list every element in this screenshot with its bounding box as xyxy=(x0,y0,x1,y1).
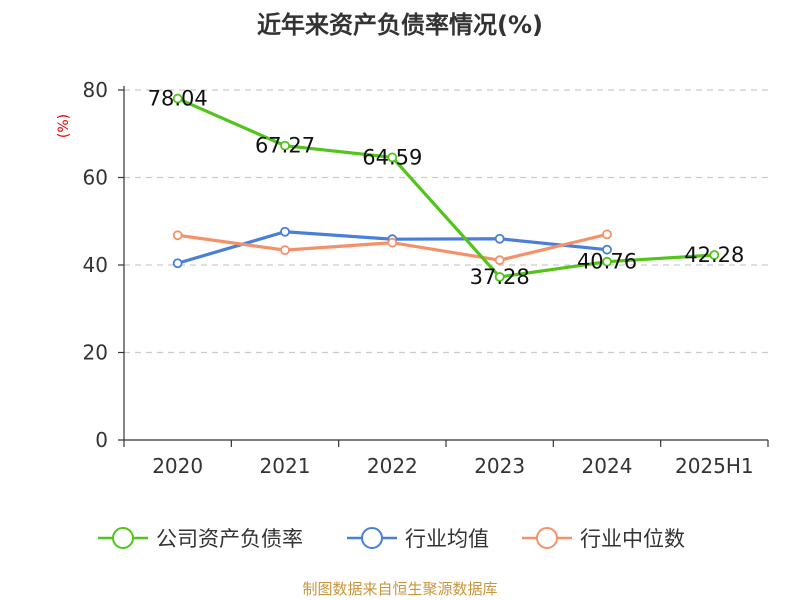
legend-label: 公司资产负债率 xyxy=(156,527,303,551)
legend-label: 行业均值 xyxy=(405,527,489,551)
data-point xyxy=(709,250,720,260)
data-point xyxy=(280,245,290,256)
y-axis-ticks: 0 20 40 60 80 xyxy=(83,78,124,452)
x-tick-label: 2024 xyxy=(582,454,633,478)
data-point xyxy=(602,256,612,267)
data-point xyxy=(280,140,290,151)
x-tick-label: 2025H1 xyxy=(675,454,754,478)
data-label: 67.27 xyxy=(255,134,315,158)
y-tick-label: 0 xyxy=(95,428,108,452)
y-tick-label: 80 xyxy=(83,78,108,102)
y-axis-label: (%) xyxy=(56,114,72,138)
legend-marker xyxy=(112,527,134,549)
data-point xyxy=(172,230,183,241)
data-point xyxy=(387,237,398,248)
x-tick-label: 2021 xyxy=(260,454,311,478)
data-point xyxy=(172,258,183,269)
x-tick-label: 2022 xyxy=(367,454,418,478)
data-labels: 78.04 67.27 64.59 37.28 40.76 42.28 xyxy=(148,87,745,289)
data-label: 64.59 xyxy=(362,145,422,169)
data-point xyxy=(494,233,505,244)
axes xyxy=(123,86,768,441)
series-line xyxy=(177,97,715,279)
x-tick-label: 2023 xyxy=(474,454,525,478)
data-point xyxy=(172,93,183,104)
source-note: 制图数据来自恒生聚源数据库 xyxy=(302,580,497,598)
data-point xyxy=(602,229,612,240)
data-label: 40.76 xyxy=(577,250,637,274)
chart-title: 近年来资产负债率情况(%) xyxy=(257,11,543,39)
y-tick-label: 60 xyxy=(83,166,108,190)
data-label: 37.28 xyxy=(470,265,530,289)
data-point xyxy=(387,152,398,163)
legend-marker xyxy=(536,527,558,549)
series-lines xyxy=(172,93,720,282)
x-tick-label: 2020 xyxy=(152,454,203,478)
data-point xyxy=(602,244,612,255)
legend-marker xyxy=(361,527,383,549)
y-tick-label: 40 xyxy=(83,253,108,277)
data-point xyxy=(280,226,290,237)
legend-label: 行业中位数 xyxy=(580,527,685,551)
legend: 公司资产负债率 行业均值 行业中位数 xyxy=(98,527,685,551)
data-point xyxy=(494,255,505,266)
data-point xyxy=(494,271,505,282)
data-label: 78.04 xyxy=(148,87,208,111)
grid-lines xyxy=(124,89,768,354)
y-tick-label: 20 xyxy=(83,341,108,365)
data-label: 42.28 xyxy=(684,243,744,267)
x-axis-ticks: 2020 2021 2022 2023 2024 2025H1 xyxy=(123,440,769,478)
